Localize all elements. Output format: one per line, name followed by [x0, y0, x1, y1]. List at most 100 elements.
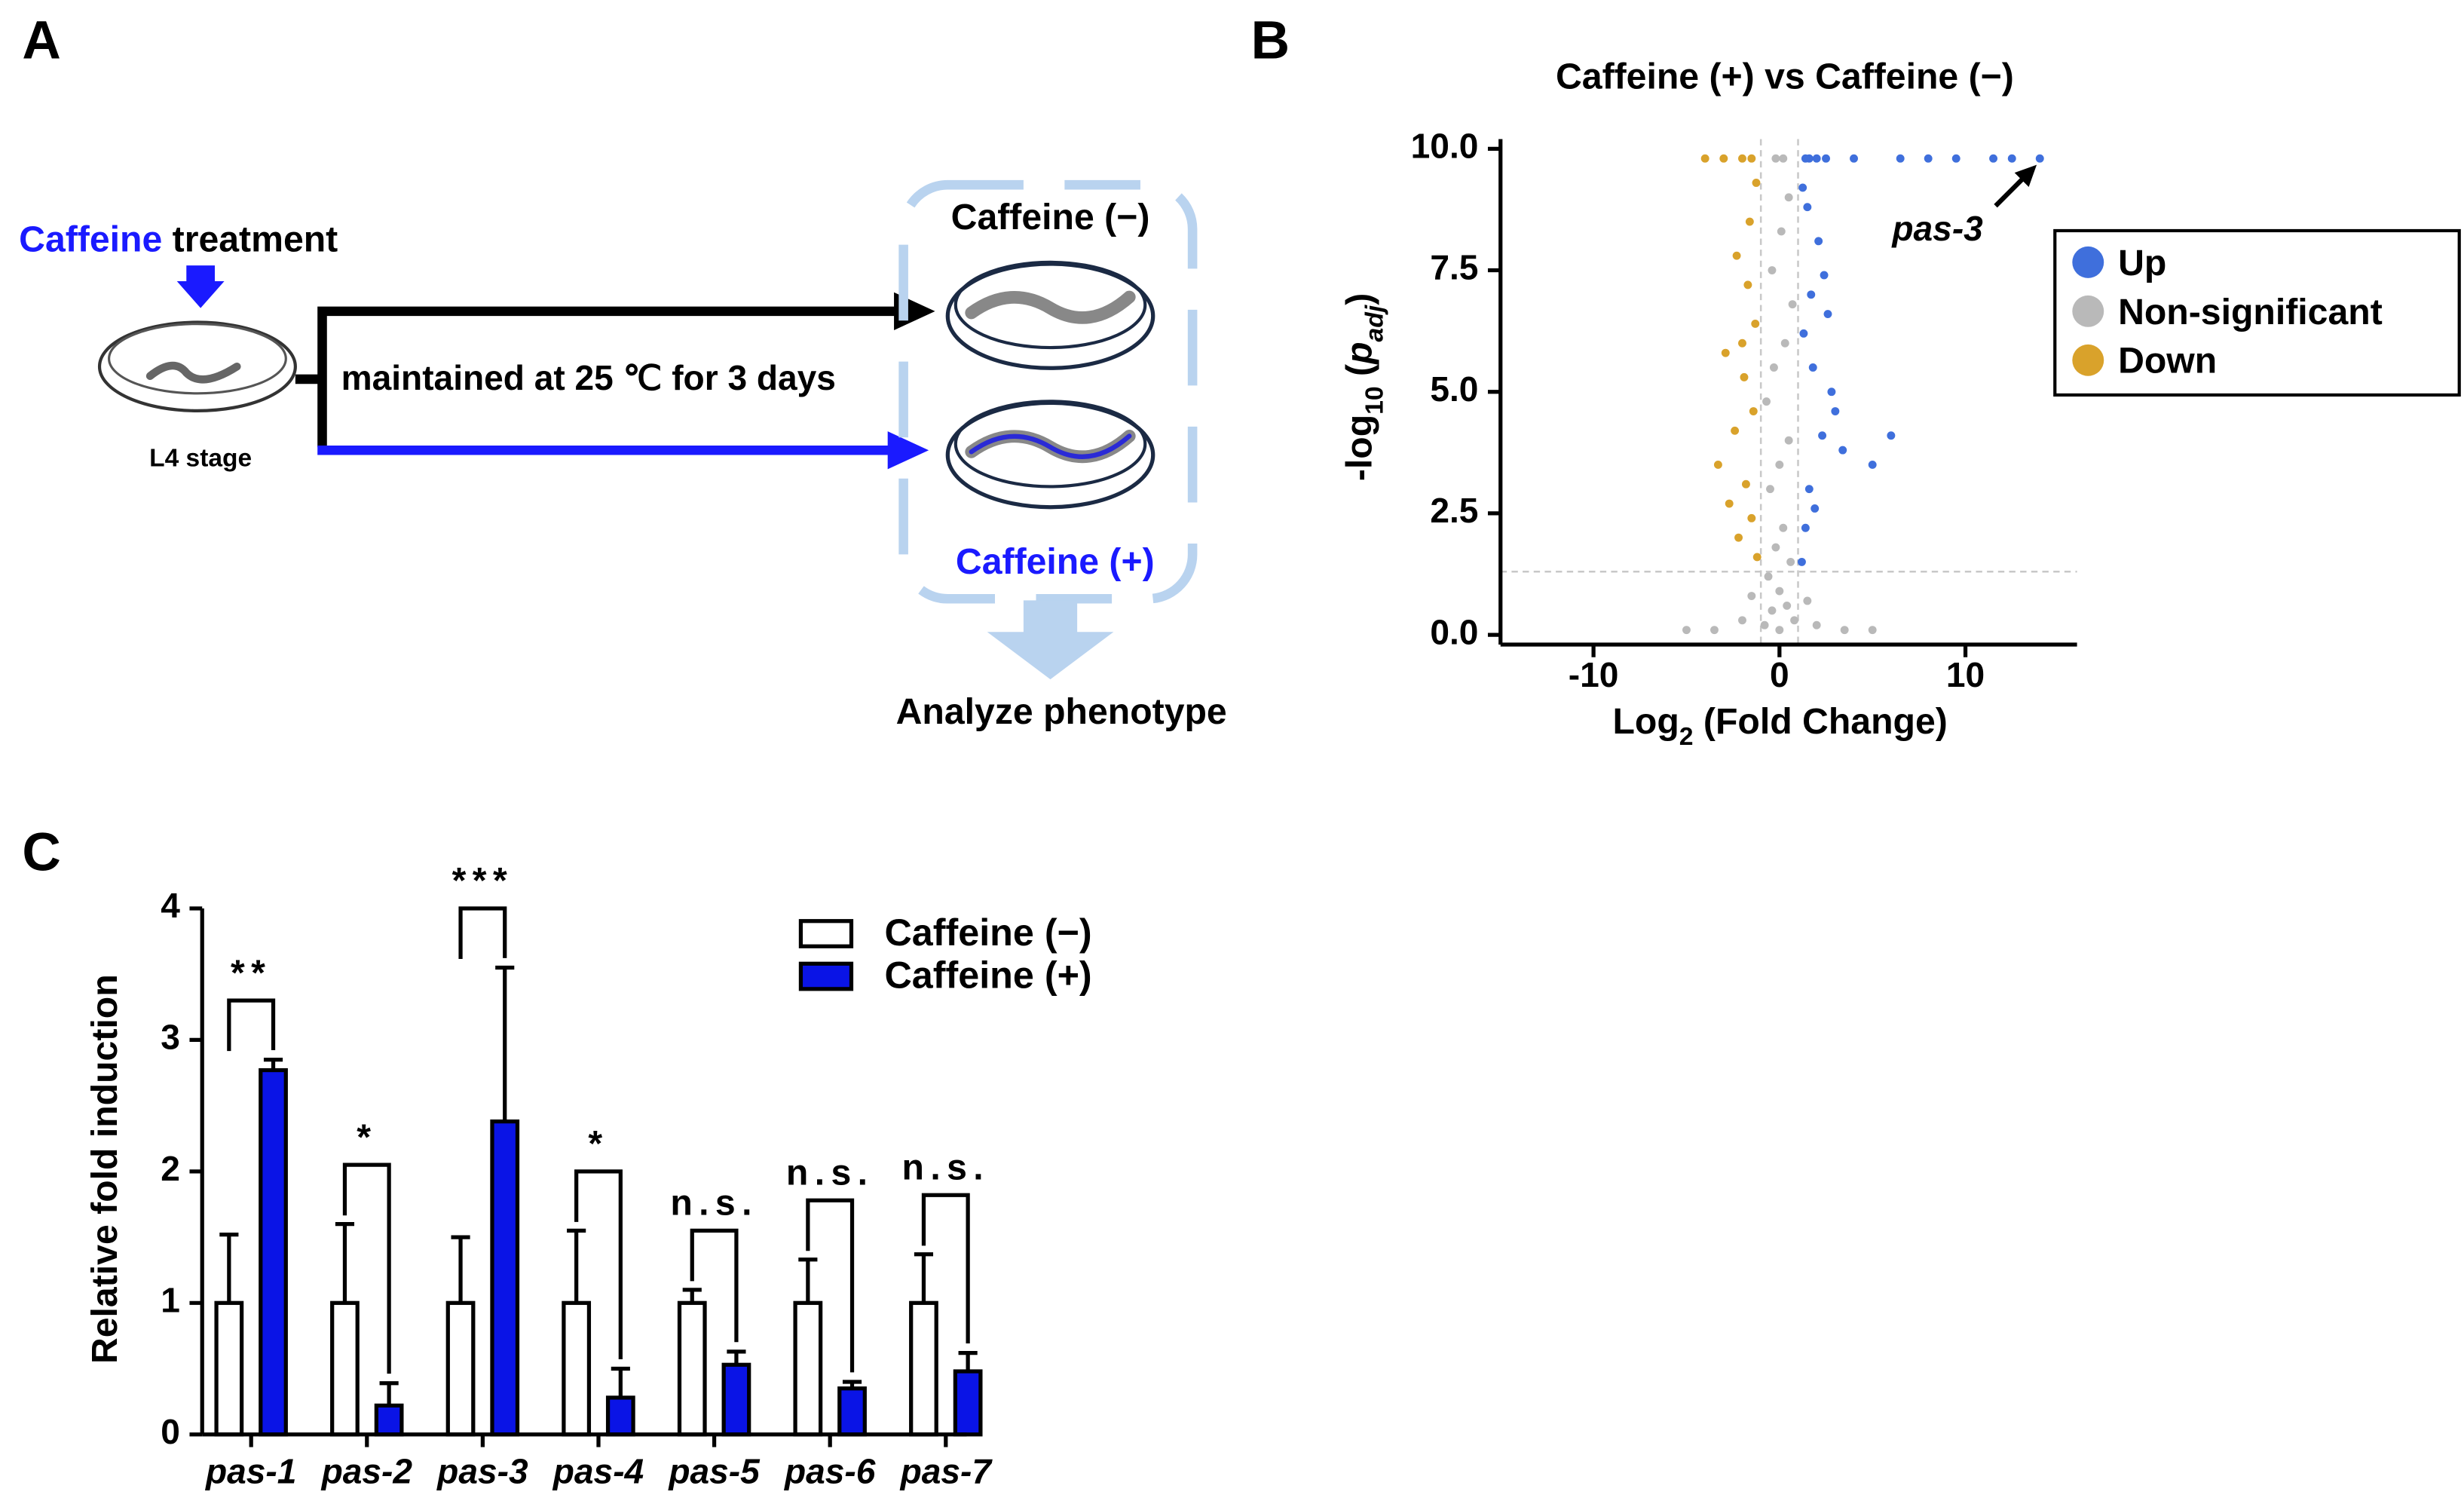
- bar: [445, 1300, 476, 1437]
- bar: [374, 1403, 404, 1437]
- point: [2035, 154, 2044, 163]
- legend-label: Caffeine (−): [884, 911, 1091, 954]
- point: [1812, 620, 1821, 629]
- label-part: 10: [1360, 386, 1388, 415]
- point: [1775, 626, 1784, 635]
- worm: [965, 290, 1136, 324]
- point: [1775, 460, 1784, 469]
- bar: [214, 1300, 244, 1437]
- point: [1811, 504, 1820, 513]
- x-tick-label: pas-1: [204, 1451, 296, 1490]
- point: [1784, 436, 1793, 445]
- point: [1738, 616, 1746, 625]
- point: [1801, 523, 1810, 532]
- point: [1840, 626, 1849, 635]
- point: [1751, 320, 1760, 328]
- worm: [969, 433, 1132, 459]
- y-tick-label: 0.0: [1430, 612, 1478, 651]
- y-tick-label: 2.5: [1430, 491, 1478, 530]
- point: [1786, 557, 1795, 566]
- point: [1807, 290, 1816, 299]
- legend-box: [2053, 228, 2461, 397]
- point: [1838, 446, 1847, 455]
- point: [1741, 479, 1750, 489]
- significance-bracket: [227, 998, 276, 1052]
- y-axis-label: Relative fold induction: [84, 974, 125, 1364]
- legend-marker: [798, 961, 854, 991]
- legend-marker: [2072, 344, 2104, 376]
- legend-marker: [798, 919, 854, 948]
- significance-bracket: [690, 1228, 739, 1343]
- significance-bracket: [806, 1198, 855, 1373]
- bar: [909, 1300, 938, 1437]
- significance-bracket: [458, 906, 507, 960]
- chart-title: Caffeine (+) vs Caffeine (−): [1556, 57, 2014, 97]
- label-part: 2: [1679, 722, 1694, 751]
- point: [1831, 407, 1840, 415]
- x-tick-label: 0: [1770, 655, 1789, 694]
- point: [1732, 251, 1741, 260]
- x-tick-label: pas-2: [320, 1451, 413, 1490]
- point: [1740, 372, 1749, 381]
- point: [1743, 280, 1752, 289]
- point: [1721, 348, 1730, 357]
- treatment-highlight: Caffeine: [19, 219, 162, 259]
- bar: [793, 1300, 823, 1437]
- significance-bracket: [342, 1162, 391, 1374]
- point: [1783, 601, 1792, 610]
- y-tick-label: 10.0: [1411, 127, 1479, 166]
- dish: [108, 323, 287, 395]
- significance-label: n.s.: [670, 1183, 758, 1224]
- significance-bracket: [574, 1169, 623, 1359]
- dashed-box: [898, 179, 1198, 604]
- point: [1784, 193, 1793, 202]
- point: [1769, 363, 1778, 372]
- point: [1823, 310, 1832, 319]
- point: [1682, 626, 1691, 635]
- y-tick-label: 5.0: [1430, 369, 1478, 409]
- x-tick-label: 10: [1946, 655, 1985, 694]
- point: [1850, 154, 1858, 163]
- point: [1798, 183, 1807, 192]
- point: [1814, 237, 1823, 246]
- bar: [837, 1386, 867, 1437]
- panel-label: B: [1251, 11, 1290, 71]
- point: [1887, 431, 1896, 440]
- legend-marker: [2072, 246, 2104, 278]
- point: [1777, 227, 1786, 236]
- dish: [945, 400, 1155, 510]
- point: [1762, 397, 1771, 406]
- point: [1764, 572, 1773, 581]
- label-part: (Fold Change): [1694, 701, 1948, 742]
- stage-label: L4 stage: [149, 445, 252, 473]
- point: [1752, 179, 1761, 187]
- point: [1812, 154, 1821, 163]
- point: [1779, 523, 1788, 532]
- arrow: [176, 265, 225, 308]
- point: [1822, 154, 1830, 163]
- point: [1745, 217, 1754, 226]
- point: [1738, 338, 1746, 348]
- y-tick-label: 1: [161, 1280, 180, 1319]
- label-part: adj: [1360, 305, 1388, 342]
- significance-label: **: [231, 952, 271, 993]
- label-part: ): [1339, 293, 1379, 305]
- label-part: p: [1339, 342, 1379, 365]
- point: [1868, 626, 1877, 635]
- point: [1731, 426, 1740, 435]
- significance-label: *: [588, 1123, 608, 1164]
- x-tick-label: pas-5: [667, 1451, 761, 1490]
- legend-label: Down: [2118, 341, 2217, 381]
- point: [1797, 557, 1806, 566]
- point: [1700, 154, 1709, 163]
- dish: [945, 262, 1155, 370]
- bar: [562, 1300, 592, 1437]
- x-tick-label: -10: [1569, 655, 1619, 694]
- worm: [145, 361, 241, 384]
- bar: [721, 1362, 751, 1437]
- point: [1868, 460, 1877, 469]
- point: [1820, 271, 1829, 280]
- point: [1710, 626, 1719, 635]
- dish: [953, 400, 1147, 489]
